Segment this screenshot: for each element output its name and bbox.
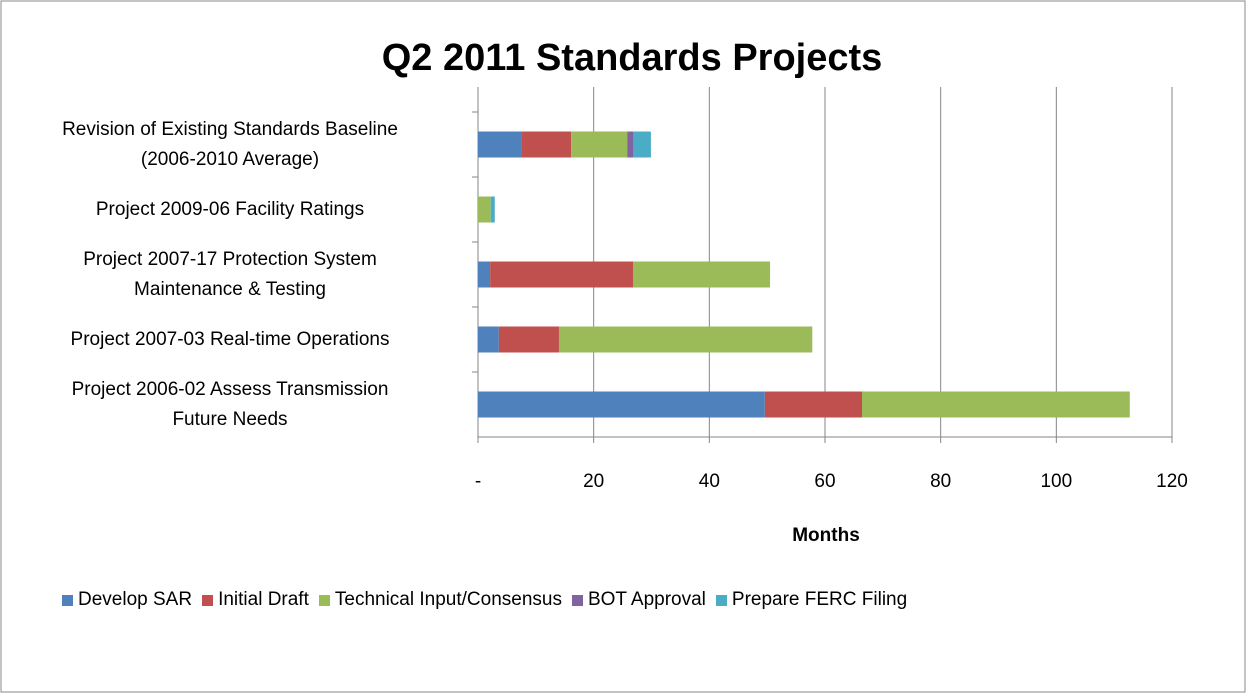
legend-item: Initial Draft: [202, 589, 309, 611]
legend-label: BOT Approval: [587, 589, 706, 610]
y-tick-label: Project 2009-06 Facility Ratings: [95, 198, 365, 220]
x-tick-label: 40: [699, 471, 720, 492]
x-tick-label: 60: [814, 471, 835, 492]
legend-item: BOT Approval: [571, 589, 706, 611]
bar-segment: [521, 131, 572, 158]
x-tick-label: 100: [1040, 471, 1072, 492]
bar-segment: [478, 261, 491, 288]
x-tick-label: 20: [583, 471, 604, 492]
bar-segment: [478, 391, 765, 418]
bar-segment: [627, 131, 633, 158]
legend-swatch: [318, 594, 330, 606]
bar-segment: [764, 391, 863, 418]
legend-label: Prepare FERC Filing: [731, 589, 908, 610]
bar-segment: [632, 261, 771, 288]
y-tick-label: Project 2007-17 Protection System Mainte…: [83, 248, 377, 300]
x-axis-label: Months: [792, 525, 860, 546]
x-tick-label: 120: [1156, 471, 1188, 492]
bar-segment: [571, 131, 628, 158]
bar-segment: [632, 131, 651, 158]
bar-segment: [862, 391, 1130, 418]
y-tick-label: Project 2006-02 Assess Transmission Futu…: [71, 378, 389, 430]
legend: Develop SAR Initial Draft Technical Input/…: [62, 589, 917, 611]
legend-item: Prepare FERC Filing: [715, 589, 908, 611]
bar-segment: [490, 196, 495, 223]
bar-segment: [478, 196, 491, 223]
bar-segment: [558, 326, 813, 353]
legend-swatch: [715, 594, 727, 606]
bar-segment: [478, 326, 499, 353]
legend-item: Technical Input/Consensus: [318, 589, 562, 611]
legend-item: Develop SAR: [62, 589, 192, 611]
x-tick-label: 80: [930, 471, 951, 492]
bar-segment: [490, 261, 633, 288]
legend-label: Initial Draft: [218, 589, 309, 610]
legend-swatch: [202, 594, 214, 606]
legend-label: Technical Input/Consensus: [334, 589, 562, 610]
chart-title: Q2 2011 Standards Projects: [382, 37, 883, 79]
bar-segment: [498, 326, 559, 353]
x-tick-label: -: [475, 471, 481, 492]
legend-label: Develop SAR: [78, 589, 193, 610]
legend-swatch: [571, 594, 583, 606]
y-tick-label: Revision of Existing Standards Baseline …: [62, 118, 398, 170]
legend-swatch: [62, 594, 73, 606]
y-tick-label: Project 2007-03 Real-time Operations: [70, 328, 390, 350]
bar-segment: [478, 131, 522, 158]
